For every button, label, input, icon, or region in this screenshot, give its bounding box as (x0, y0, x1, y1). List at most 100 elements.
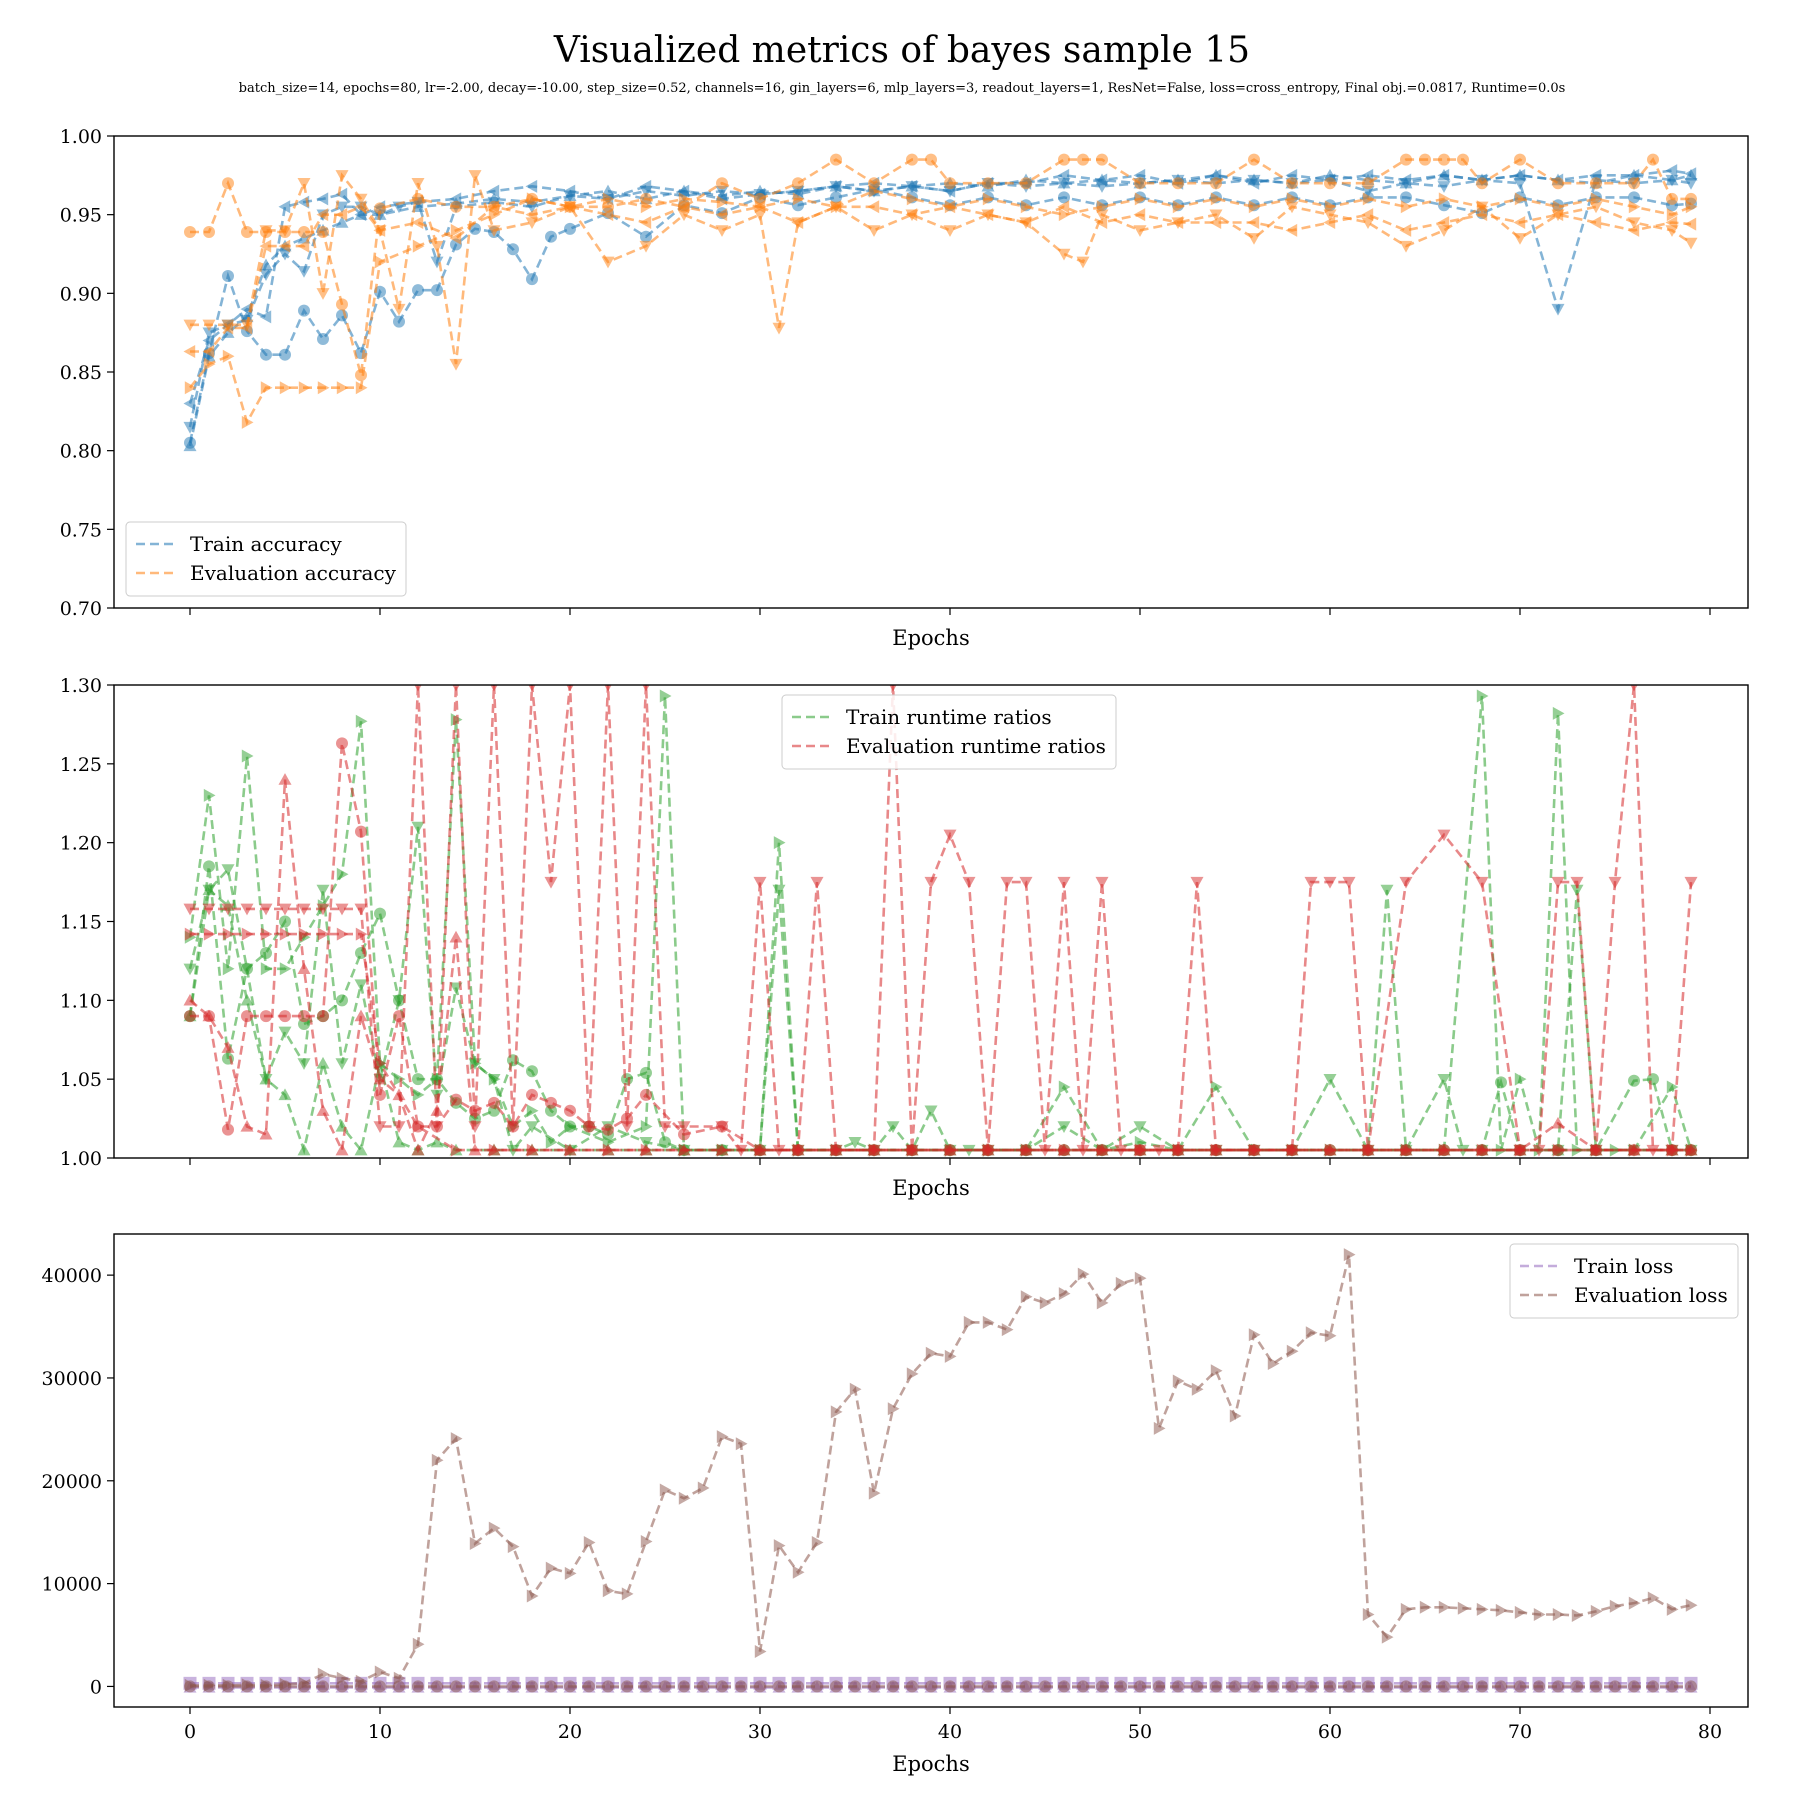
data-point (279, 915, 291, 928)
data-point (279, 927, 292, 941)
data-point (1684, 178, 1698, 190)
data-point (1172, 1374, 1185, 1388)
data-point (773, 1680, 785, 1693)
data-point (1209, 216, 1222, 230)
data-point (1190, 876, 1204, 889)
data-point (1666, 1602, 1679, 1616)
data-point (943, 200, 956, 214)
figure-subtitle: batch_size=14, epochs=80, lr=-2.00, deca… (239, 81, 1566, 96)
data-point (354, 208, 368, 220)
data-point (393, 1072, 406, 1086)
data-point (316, 208, 329, 222)
data-point (753, 200, 766, 214)
data-point (677, 1121, 691, 1133)
data-point (1247, 233, 1261, 245)
data-point (1057, 876, 1071, 889)
data-point (1684, 217, 1697, 231)
data-point (335, 170, 349, 182)
data-point (1057, 200, 1070, 214)
data-point (982, 177, 994, 190)
data-point (564, 1566, 577, 1580)
data-point (924, 1105, 938, 1118)
x-tick-label: 30 (748, 1721, 772, 1743)
data-point (1590, 177, 1602, 190)
data-point (526, 1088, 538, 1101)
legend-label: Train accuracy (190, 532, 342, 556)
data-point (943, 185, 957, 198)
data-point (868, 1680, 880, 1693)
data-point (1551, 876, 1565, 889)
data-point (715, 1121, 729, 1133)
data-point (1419, 1680, 1431, 1693)
data-point (1153, 1421, 1166, 1435)
x-axis-label: Epochs (892, 1176, 969, 1200)
x-axis-label: Epochs (892, 626, 969, 650)
data-point (677, 184, 691, 197)
data-point (1589, 201, 1603, 214)
data-point (183, 439, 197, 452)
data-point (1343, 1248, 1356, 1262)
data-point (1286, 1680, 1298, 1693)
data-point (868, 184, 881, 198)
data-point (222, 349, 235, 363)
data-point (620, 1121, 634, 1133)
data-point (1666, 1080, 1679, 1094)
data-point (487, 225, 501, 237)
data-point (259, 310, 272, 324)
data-point (222, 1680, 234, 1693)
data-point (1096, 1296, 1109, 1310)
data-point (1362, 1143, 1375, 1157)
data-point (1058, 208, 1071, 222)
data-point (754, 1680, 766, 1693)
data-point (1171, 216, 1184, 230)
data-point (525, 208, 538, 222)
series-line (190, 172, 1692, 365)
data-point (411, 821, 425, 834)
data-point (203, 927, 216, 941)
x-tick-label: 60 (1318, 1721, 1342, 1743)
data-point (1001, 1680, 1013, 1693)
data-point (545, 1096, 557, 1109)
data-point (1551, 303, 1565, 316)
data-point (867, 225, 881, 237)
data-point (1514, 1605, 1527, 1619)
data-point (1685, 1598, 1698, 1612)
data-point (241, 927, 254, 941)
data-point (317, 332, 329, 345)
legend-label: Evaluation loss (1574, 1283, 1728, 1307)
data-point (1552, 1607, 1565, 1621)
data-point (1438, 153, 1450, 166)
legend: Train runtime ratios Evaluation runtime r… (781, 694, 1117, 770)
data-point (905, 208, 918, 222)
data-point (1210, 1680, 1222, 1693)
data-point (1457, 1601, 1470, 1615)
series-line (190, 932, 1691, 1152)
data-point (506, 1121, 520, 1133)
data-point (1362, 1607, 1375, 1621)
data-point (336, 1680, 348, 1693)
data-point (354, 1143, 368, 1156)
data-point (982, 192, 995, 206)
data-point (1628, 191, 1640, 204)
data-point (1590, 1680, 1602, 1693)
data-point (259, 258, 273, 271)
data-point (1476, 1143, 1489, 1157)
data-point (183, 903, 197, 916)
data-point (450, 1093, 462, 1106)
data-point (697, 1680, 709, 1693)
y-tick-label: 0.70 (60, 598, 102, 620)
data-point (392, 303, 406, 316)
data-point (1058, 153, 1070, 166)
data-point (222, 177, 234, 190)
data-point (1210, 1080, 1223, 1094)
data-point (639, 185, 653, 198)
data-point (335, 187, 348, 201)
data-point (1248, 1143, 1261, 1157)
data-point (982, 1143, 995, 1157)
data-point (316, 192, 329, 206)
series-line (190, 685, 1693, 1154)
data-point (317, 381, 330, 395)
data-point (317, 225, 329, 238)
data-point (1172, 1680, 1184, 1693)
data-point (1267, 1680, 1279, 1693)
